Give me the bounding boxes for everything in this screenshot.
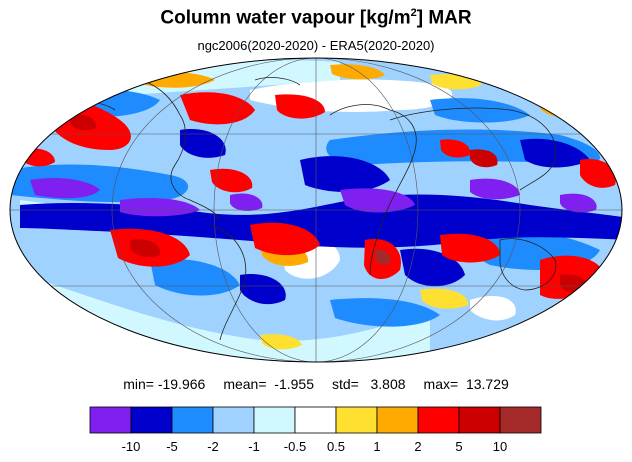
colorbar-label: 5 (455, 439, 462, 454)
colorbar-label: 1 (373, 439, 380, 454)
stat-min: min= -19.966 (123, 376, 206, 392)
chart-title-superscript: 2 (410, 7, 417, 19)
colorbar-labels: -10 -5 -2 -1 -0.5 0.5 1 2 5 10 (122, 439, 508, 454)
graticule (10, 58, 622, 362)
chart-title: Column water vapour [kg/m2] MAR (0, 7, 632, 29)
colorbar-box (253, 406, 296, 434)
colorbar-box (499, 406, 542, 434)
colorbar-label: 2 (414, 439, 421, 454)
colorbar-box (417, 406, 460, 434)
colorbar-label: -1 (248, 439, 260, 454)
colorbar-box (89, 406, 132, 434)
chart-subtitle: ngc2006(2020-2020) - ERA5(2020-2020) (197, 38, 435, 53)
colorbar-box (212, 406, 255, 434)
chart-title-main: Column water vapour [kg/m (160, 7, 411, 29)
colorbar-label: -5 (166, 439, 178, 454)
colorbar-box (376, 406, 419, 434)
stat-max: max= 13.729 (423, 376, 509, 392)
colorbar-box (335, 406, 378, 434)
stat-std: std= 3.808 (331, 376, 406, 392)
stat-mean: mean= -1.955 (223, 376, 314, 392)
colorbar-label: -2 (207, 439, 219, 454)
colorbar-label: -0.5 (284, 439, 306, 454)
globe-outline (9, 57, 623, 363)
colorbar-box (130, 406, 173, 434)
stats-line: min= -19.966 mean= -1.955 std= 3.808 max= 1… (0, 376, 632, 392)
colorbar-box (458, 406, 501, 434)
colorbar-label: -10 (122, 439, 141, 454)
colorbar-label: 10 (493, 439, 507, 454)
colorbar-label: 0.5 (327, 439, 345, 454)
colorbar-box (171, 406, 214, 434)
colorbar-boxes (89, 406, 542, 434)
chart-title-suffix: ] MAR (416, 7, 472, 29)
colorbar-box (294, 406, 337, 434)
